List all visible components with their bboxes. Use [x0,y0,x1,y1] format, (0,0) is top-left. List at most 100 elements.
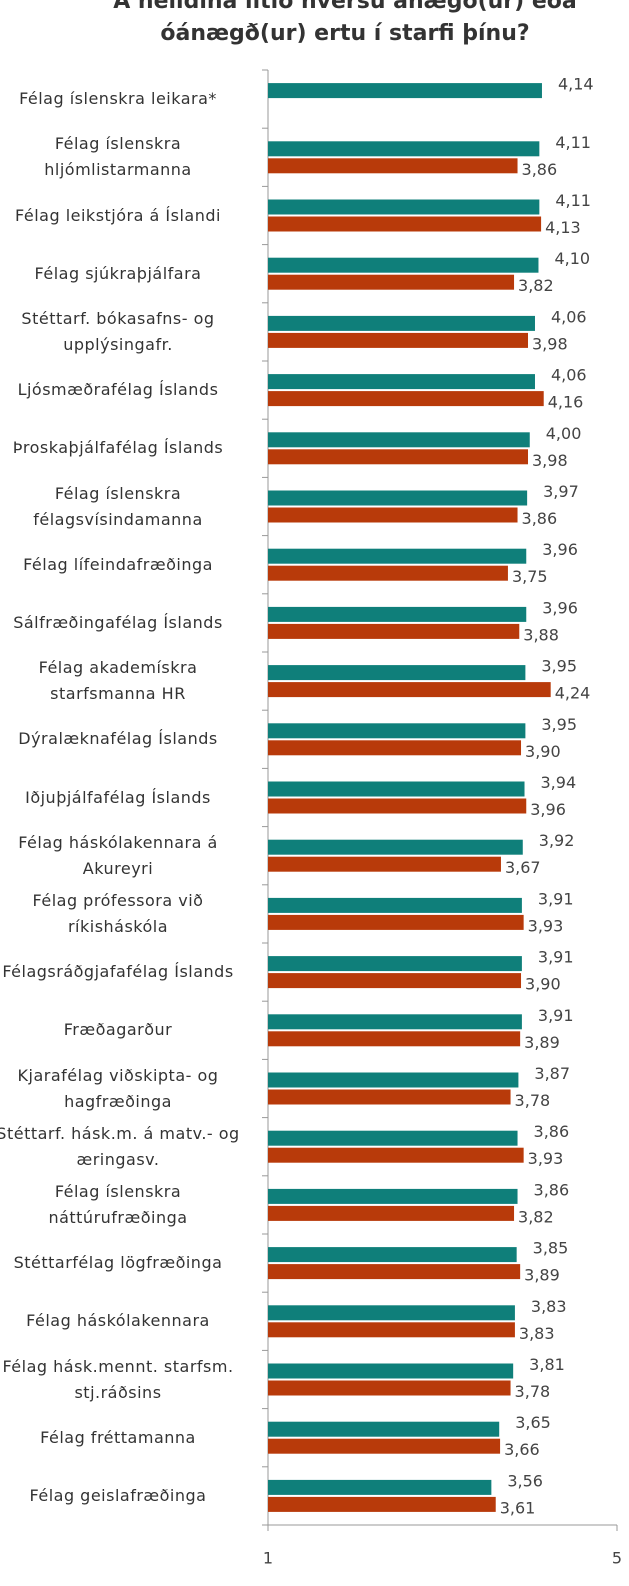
bar [268,1496,496,1512]
data-label: 4,14 [558,75,594,94]
data-label: 3,56 [507,1471,543,1490]
data-label: 3,96 [530,800,566,819]
data-label: 3,86 [534,1180,570,1199]
category-label: Fræðagarður [63,1020,173,1040]
category-label: Sálfræðingafélag Íslands [13,612,223,632]
category-label: Kjarafélag viðskipta- og hagfræðinga [17,1065,219,1111]
data-label: 4,16 [548,393,584,412]
bar [268,606,527,622]
bar [268,956,522,972]
bar [268,1188,518,1204]
bar [268,682,551,698]
bar [268,274,515,290]
data-label: 3,61 [500,1498,536,1517]
bar [268,740,522,756]
data-label: 3,91 [538,1006,574,1025]
bar [268,1072,519,1088]
bar [268,781,525,797]
category-label: Þroskaþjálfafélag Íslands [12,438,224,458]
data-label: 3,97 [543,482,579,501]
bar [268,507,518,523]
data-label: 3,96 [542,598,578,617]
bar [268,1014,522,1030]
category-label: Félag íslenskra leikara* [19,89,217,109]
data-label: 3,93 [528,916,564,935]
category-label: Félag íslenskra náttúrufræðinga [48,1181,188,1227]
bar [268,723,526,739]
category-label: Félag íslenskra félagsvísindamanna [33,483,203,529]
bar [268,158,518,174]
bar [268,1380,511,1396]
data-label: 3,87 [534,1064,570,1083]
data-label: 3,88 [523,625,559,644]
bar [268,374,535,390]
bar [268,1247,517,1263]
category-label: Félag fréttamanna [40,1427,196,1447]
bar [268,199,540,215]
data-label: 3,92 [539,831,575,850]
x-tick-label: 5 [612,1549,622,1568]
data-label: 3,82 [518,1207,554,1226]
bar [268,565,508,581]
data-label: 4,11 [555,133,591,152]
category-label: Félag íslenskra hljómlistarmanna [44,134,192,180]
category-label: Félag geislafræðinga [29,1485,207,1505]
bar [268,1305,515,1321]
data-label: 3,93 [528,1149,564,1168]
data-label: 3,86 [522,160,558,179]
category-label: Stéttarf. hásk.m. á matv.- og æringasv. [0,1123,240,1169]
data-label: 3,85 [533,1239,569,1258]
data-label: 3,82 [518,276,554,295]
data-label: 4,00 [546,424,582,443]
bar [268,1438,501,1454]
category-label: Dýralæknafélag Íslands [18,729,218,749]
category-label: Stéttarf. bókasafns- og upplýsingafr. [21,308,215,354]
bar [268,391,544,407]
category-label: Félag háskólakennara [26,1311,210,1331]
bar [268,973,522,989]
data-label: 3,83 [531,1297,567,1316]
data-label: 3,65 [515,1413,551,1432]
data-label: 3,91 [538,948,574,967]
data-label: 3,98 [532,451,568,470]
bar [268,623,520,639]
bar [268,1089,511,1105]
category-label: Félag sjúkraþjálfara [34,263,202,283]
data-label: 3,67 [505,858,541,877]
data-label: 3,94 [541,773,577,792]
data-label: 4,10 [554,249,590,268]
category-label: Félag háskólakennara á Akureyri [18,832,218,878]
bar [268,1421,500,1437]
bar [268,332,529,348]
data-label: 3,95 [541,657,577,676]
data-label: 4,06 [551,366,587,385]
data-label: 3,75 [512,567,548,586]
bar [268,257,539,273]
data-label: 4,06 [551,307,587,326]
data-label: 3,81 [529,1355,565,1374]
data-label: 3,95 [541,715,577,734]
data-label: 3,78 [515,1382,551,1401]
bar [268,216,542,232]
category-label: Félagsráðgjafafélag Íslands [2,962,234,982]
x-tick-label: 1 [263,1549,273,1568]
bar [268,1363,514,1379]
bar [268,1322,515,1338]
category-label: Stéttarfélag lögfræðinga [13,1253,223,1273]
bar [268,1264,521,1280]
data-label: 4,11 [555,191,591,210]
bar [268,490,528,506]
category-label: Félag leikstjóra á Íslandi [15,205,221,225]
bar [268,1130,518,1146]
bar [268,1031,521,1047]
bar [268,856,501,872]
data-label: 3,89 [524,1033,560,1052]
bar [268,798,527,814]
data-label: 4,13 [545,218,581,237]
data-label: 4,24 [555,684,591,703]
data-label: 3,90 [525,975,561,994]
bar [268,141,540,157]
data-label: 3,78 [515,1091,551,1110]
